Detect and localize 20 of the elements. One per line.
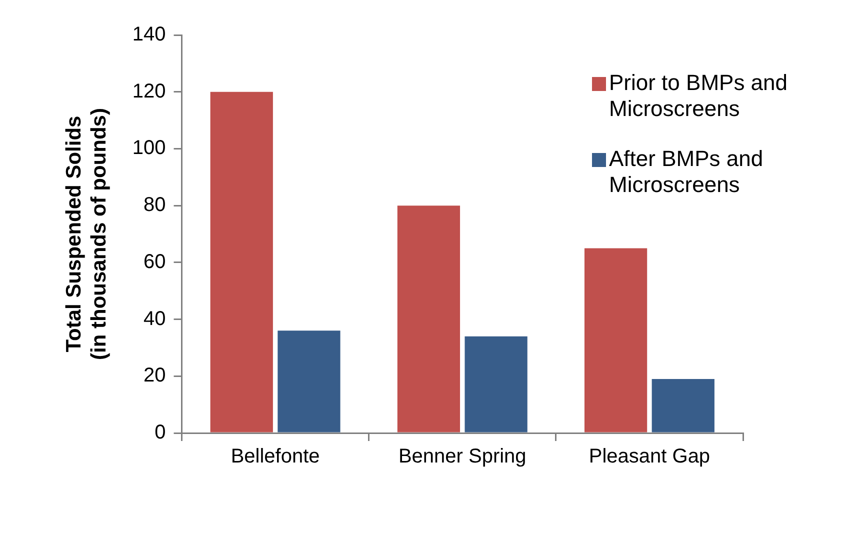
bar xyxy=(652,378,714,432)
x-tick-label: Pleasant Gap xyxy=(588,446,710,468)
bar xyxy=(584,248,648,432)
bar xyxy=(278,330,340,432)
y-tick-label: 20 xyxy=(144,364,166,387)
legend-label: Prior to BMPs and Microscreens xyxy=(609,70,789,122)
x-tick-label: Bellefonte xyxy=(230,446,320,468)
bar xyxy=(464,336,528,432)
legend-label: After BMPs and Microscreens xyxy=(609,146,764,198)
bar xyxy=(397,206,460,432)
y-tick-label: 40 xyxy=(144,308,166,330)
y-tick-label: 100 xyxy=(132,137,166,160)
x-tick-label: Benner Spring xyxy=(398,446,526,468)
y-tick-label: 120 xyxy=(132,80,166,102)
y-tick-label: 80 xyxy=(144,194,166,216)
bar xyxy=(210,92,273,432)
y-tick-label: 60 xyxy=(144,250,166,273)
y-tick-label: 140 xyxy=(132,24,166,46)
y-axis-title: Total Suspended Solids (in thousands of pounds) xyxy=(62,108,111,360)
y-tick-label: 0 xyxy=(154,422,166,444)
